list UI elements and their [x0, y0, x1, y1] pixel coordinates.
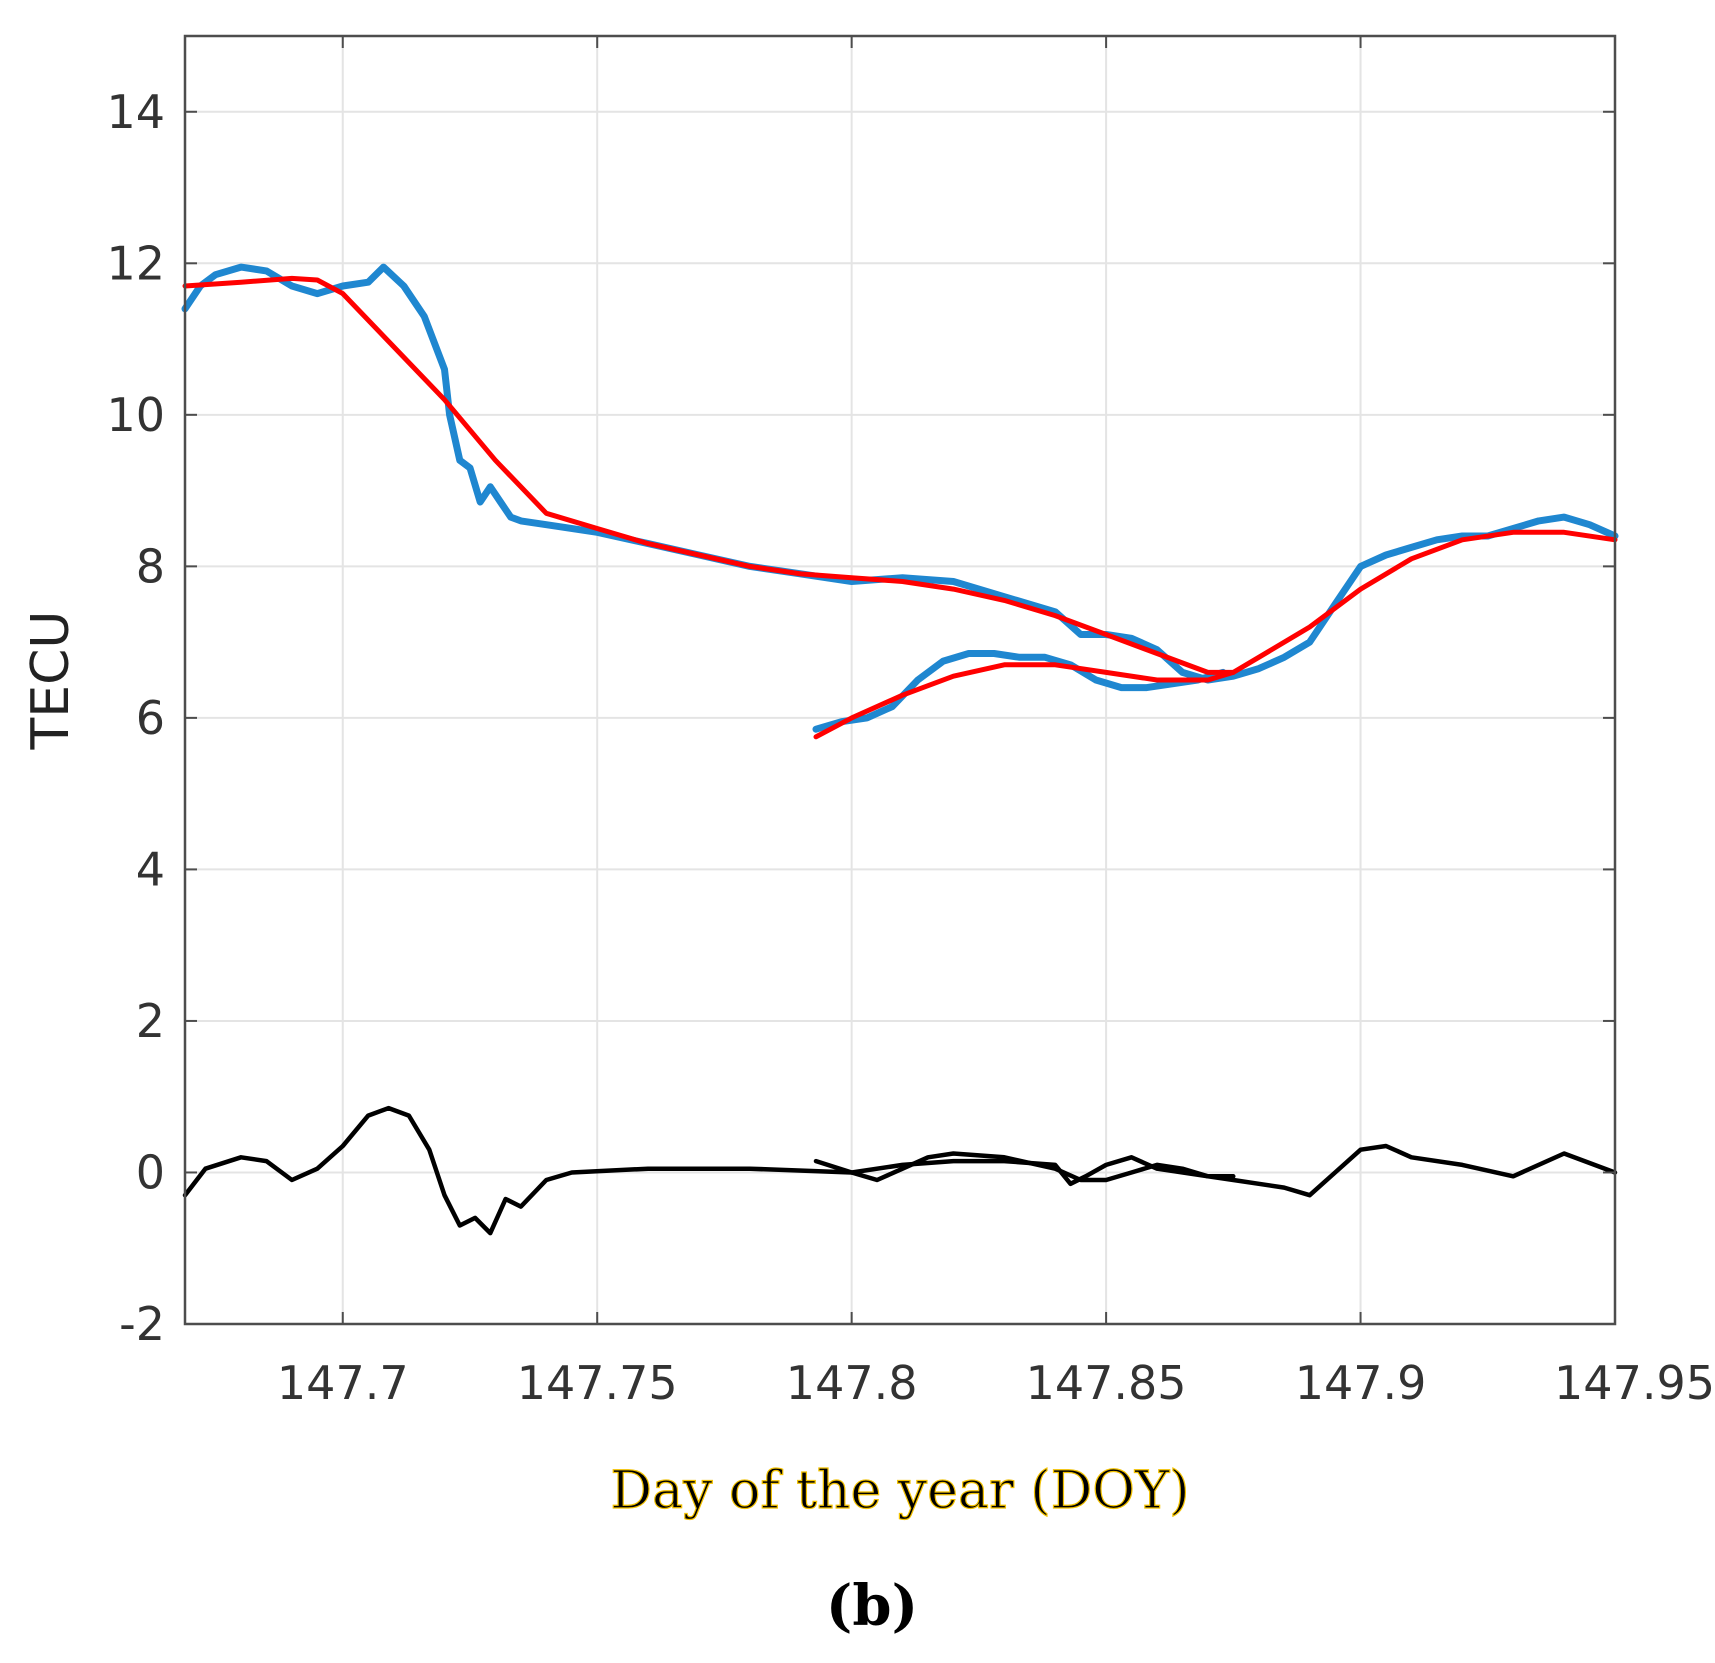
series-line-2	[812, 650, 1227, 733]
x-tick-label: 147.95	[1554, 1356, 1715, 1410]
series-line-5	[182, 1105, 1618, 1236]
plot-frame	[183, 34, 1617, 1326]
x-tick-label: 147.75	[517, 1356, 678, 1410]
y-tick-label: 6	[136, 691, 165, 745]
series-group	[181, 263, 1619, 1236]
y-tick-label: -2	[119, 1297, 165, 1351]
series-line-6	[813, 1151, 1236, 1183]
y-axis-label: TECU	[21, 611, 81, 751]
panel-label: (b)	[826, 1573, 918, 1639]
x-axis-label: Day of the year (DOY)	[610, 1461, 1189, 1521]
axis-group: -2 0 2 4 6 8 10 12 14 147.7 147.75 147.8 147.85 147.9…	[106, 36, 1715, 1410]
y-tick-label: 4	[136, 842, 165, 896]
series-line-3	[182, 275, 1618, 675]
grid-lines	[185, 36, 1615, 1324]
y-tick-label: 2	[136, 994, 165, 1048]
y-tick-label: 14	[106, 85, 165, 139]
x-tick-label: 147.85	[1026, 1356, 1187, 1410]
y-tick-label: 12	[106, 236, 165, 290]
y-tick-label: 8	[136, 539, 165, 593]
x-tick-label: 147.8	[786, 1356, 918, 1410]
x-tick-label: 147.7	[277, 1356, 409, 1410]
y-tick-label: 10	[106, 388, 165, 442]
series-line-4	[813, 662, 1236, 740]
y-tick-label: 0	[136, 1145, 165, 1199]
x-tick-label: 147.9	[1295, 1356, 1427, 1410]
